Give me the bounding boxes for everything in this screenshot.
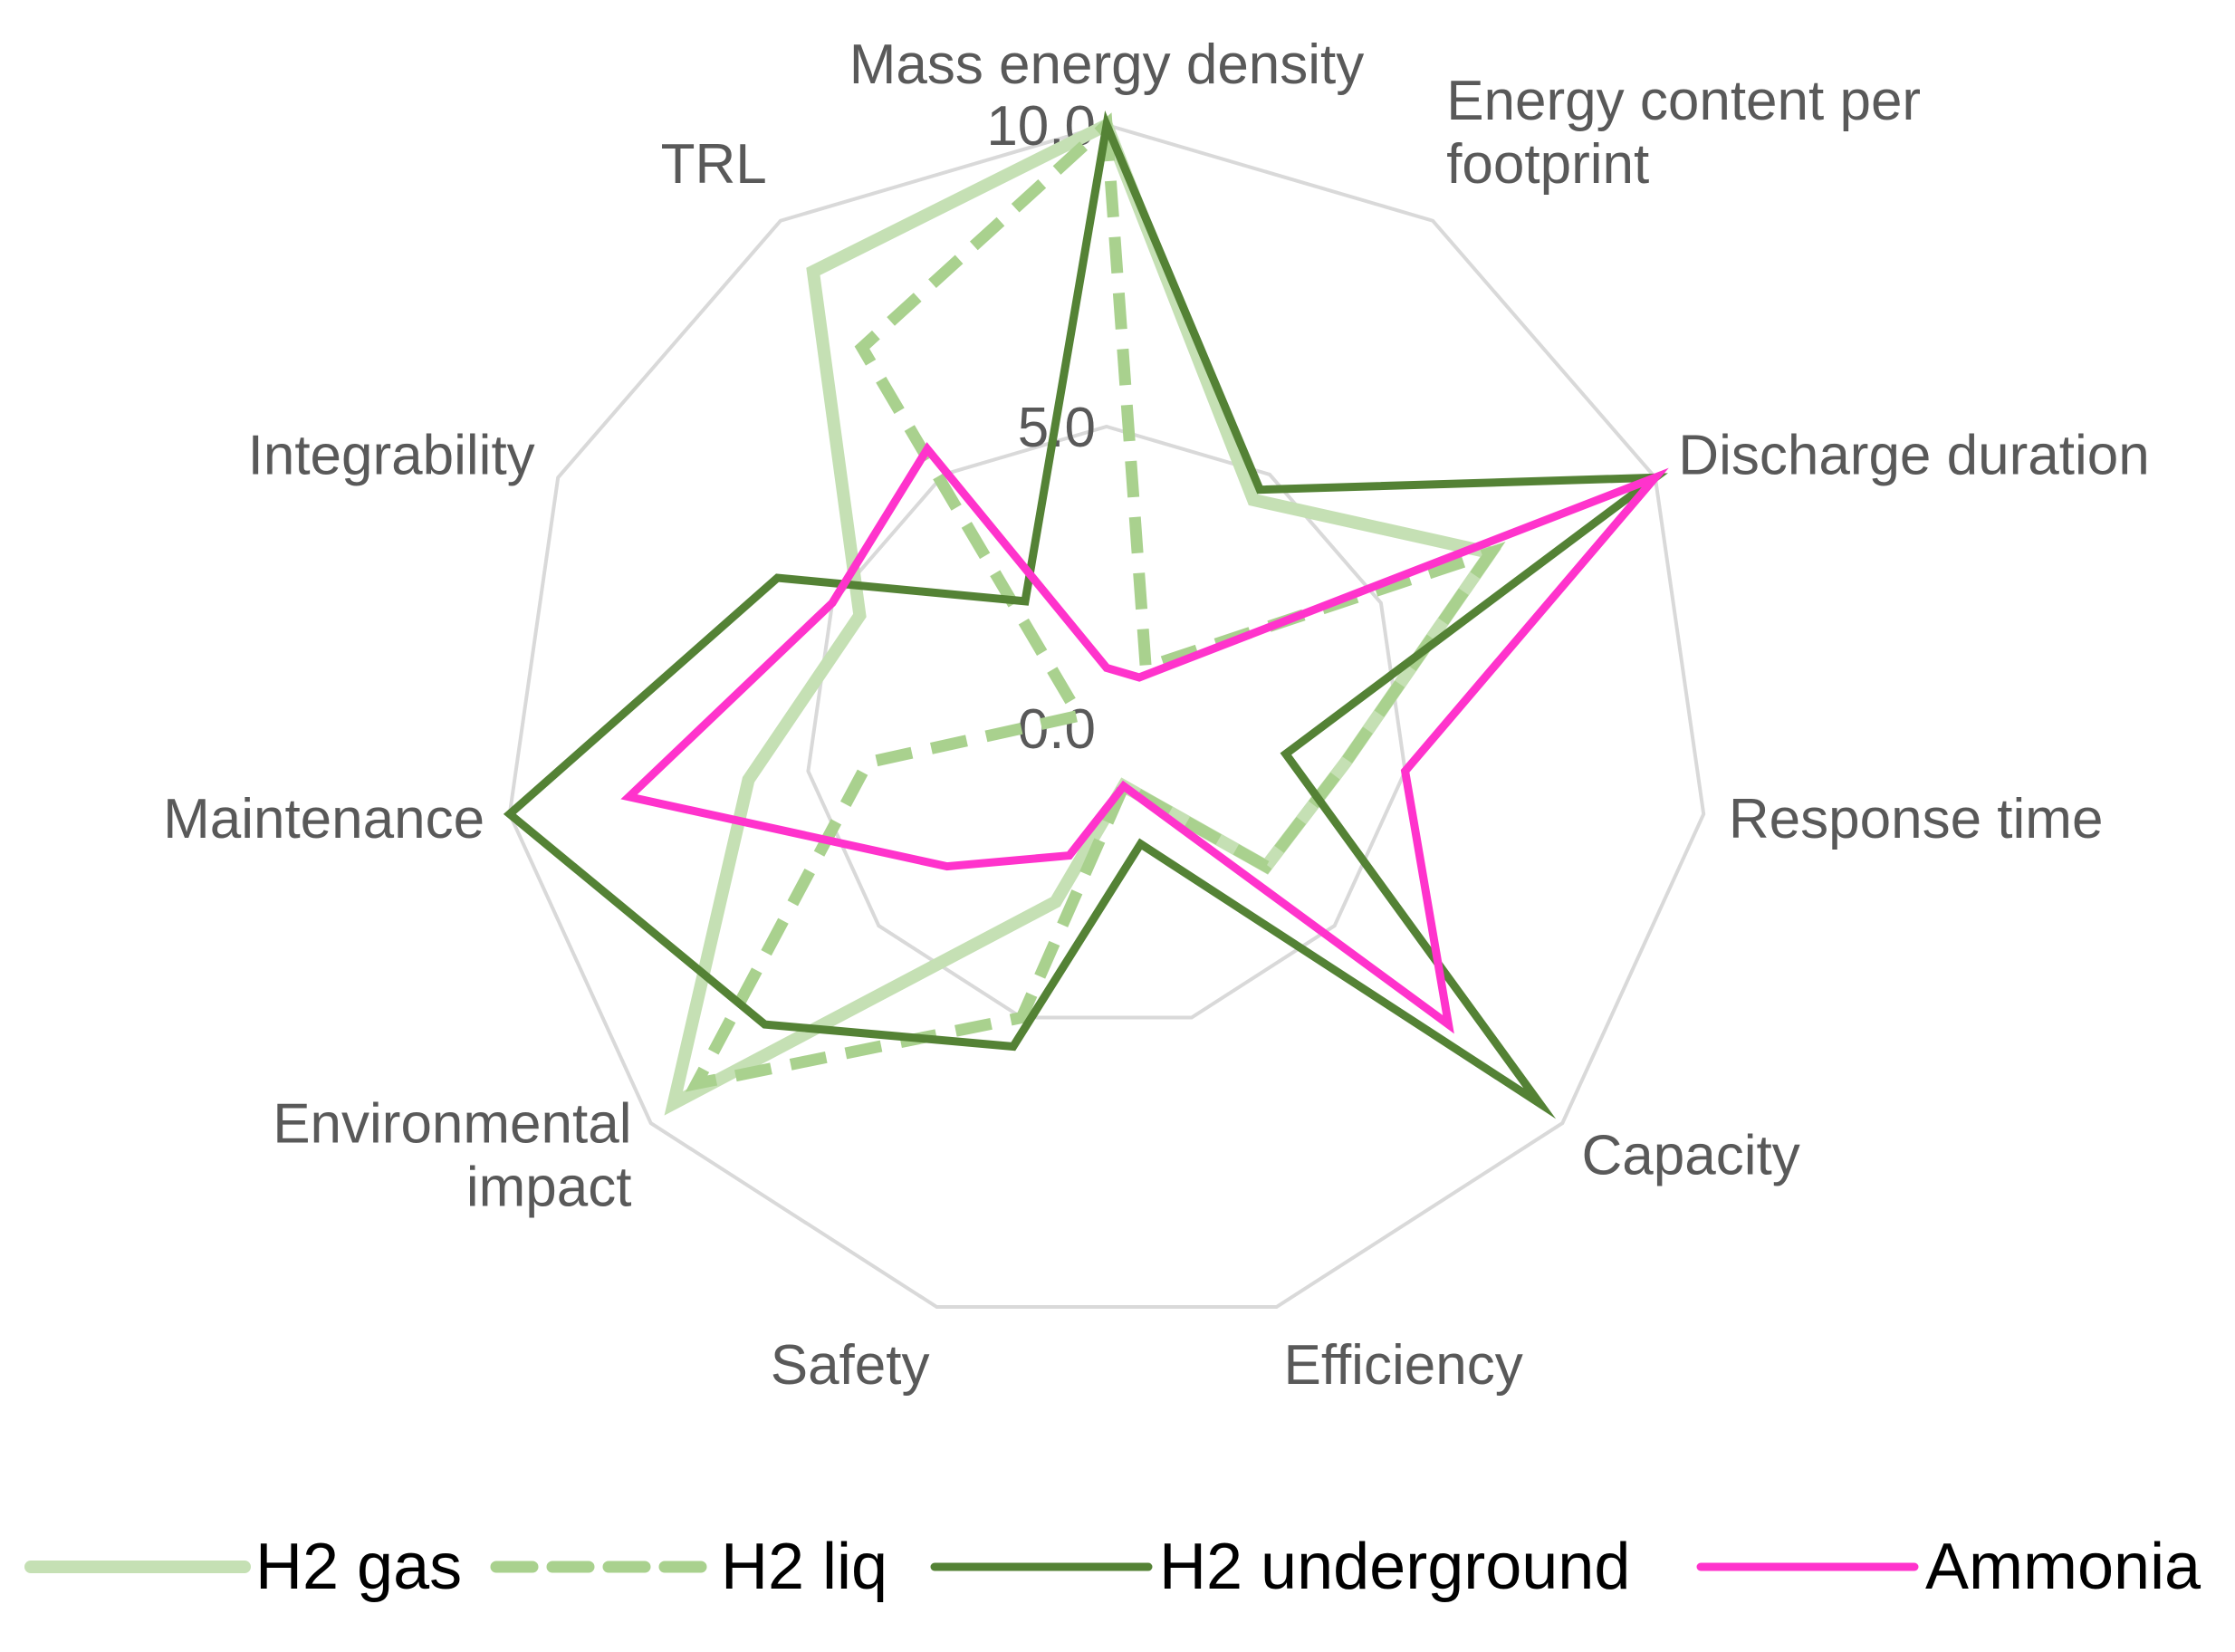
grid-ring-10: [507, 122, 1706, 1309]
axis-label-trl: TRL: [661, 133, 767, 196]
axis-label-safety: Safety: [771, 1334, 930, 1397]
axis-label-energy: Energy content per footprint: [1446, 70, 1921, 196]
legend-item-h2-liq: H2 liq: [490, 1531, 887, 1603]
series-h2-underground: [503, 110, 1668, 1119]
legend-item-h2-underground: H2 underground: [930, 1531, 1630, 1603]
axis-label-integrability: Integrability: [248, 425, 535, 487]
axis-label-maintenance: Maintenance: [163, 788, 484, 850]
series-h2-liq: [685, 112, 1506, 1092]
tick-label-0-0: 0.0: [1018, 698, 1096, 761]
legend-label-ammonia: Ammonia: [1925, 1531, 2201, 1603]
axis-label-discharge: Discharge duration: [1678, 425, 2149, 487]
legend: H2 gas H2 liq H2 underground Ammonia: [24, 1531, 2201, 1603]
legend-label-h2-underground: H2 underground: [1159, 1531, 1630, 1603]
legend-label-h2-gas: H2 gas: [255, 1531, 462, 1603]
axis-label-response: Response time: [1729, 788, 2104, 850]
series-ammonia: [620, 442, 1669, 1034]
legend-label-h2-liq: H2 liq: [721, 1531, 887, 1603]
axis-labels: Mass energy density Energy content per foo…: [163, 34, 2150, 1397]
axis-label-efficiency: Efficiency: [1284, 1334, 1523, 1397]
axis-label-mass: Mass energy density: [849, 34, 1365, 96]
axis-label-capacity: Capacity: [1582, 1125, 1800, 1187]
legend-item-h2-gas: H2 gas: [24, 1531, 462, 1603]
series-h2-gas: [664, 116, 1501, 1116]
tick-labels: 0.05.010.0: [986, 95, 1096, 761]
axis-label-environmental: Environmental impact: [273, 1093, 631, 1219]
data-series: [503, 110, 1669, 1119]
radar-grid: [507, 122, 1706, 1309]
legend-item-ammonia: Ammonia: [1696, 1531, 2201, 1603]
